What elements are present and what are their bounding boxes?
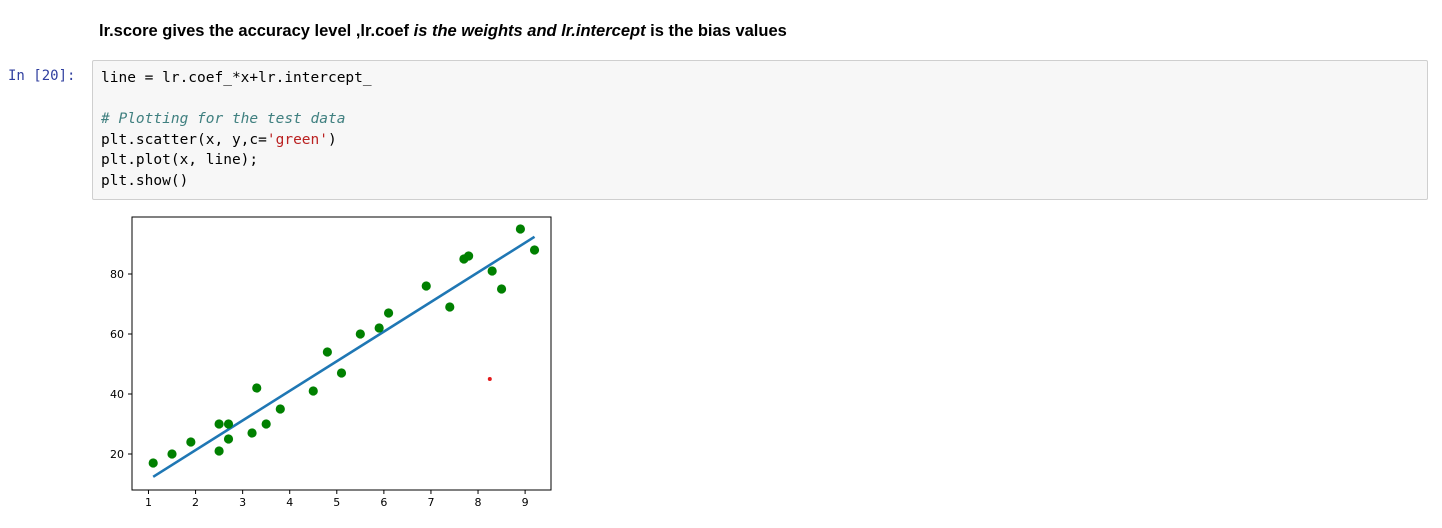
code-line-plot: plt.plot(x, line); [101, 152, 259, 169]
scatter-point-6 [223, 419, 234, 429]
scatter-point-17 [421, 281, 431, 291]
scatter-point-3 [214, 446, 224, 456]
markdown-bold-part-2: is the bias values [645, 22, 787, 40]
scatter-point-11 [308, 386, 318, 396]
code-editor[interactable]: line = lr.coef_*x+lr.intercept_ # Plotti… [101, 68, 372, 192]
y-tick-label-1: 40 [110, 388, 124, 401]
y-tick-label-0: 20 [110, 448, 124, 461]
scatter-point-8 [252, 383, 262, 393]
code-line-show: plt.show() [101, 172, 189, 189]
x-tick-label-4: 5 [333, 496, 340, 509]
scatter-point-21 [487, 266, 497, 276]
y-tick-label-2: 60 [110, 328, 124, 341]
scatter-point-24 [529, 245, 540, 255]
scatter-point-10 [275, 404, 285, 414]
scatter-point-4 [214, 419, 224, 429]
scatter-point-12 [322, 347, 332, 357]
red-marker-point [487, 377, 492, 381]
cell-output: 1 2 3 4 5 6 7 8 9 20 40 60 80 [92, 208, 572, 523]
code-token-call: plt.scatter(x, y,c= [101, 131, 267, 148]
y-tick-label-3: 80 [110, 268, 124, 281]
scatter-point-9 [261, 419, 271, 429]
scatter-point-2 [186, 437, 196, 447]
scatter-point-1 [167, 449, 177, 459]
code-line-blank [101, 89, 372, 110]
scatter-point-15 [374, 323, 384, 333]
scatter-point-0 [148, 458, 158, 468]
x-tick-label-6: 7 [427, 496, 434, 509]
plot-frame [131, 216, 552, 491]
input-prompt: In [20]: [8, 68, 76, 84]
code-line-comment: # Plotting for the test data [101, 111, 346, 128]
scatter-plot: 1 2 3 4 5 6 7 8 9 20 40 60 80 [110, 216, 552, 509]
markdown-italic-part: is the weights and lr.intercept [413, 22, 646, 40]
scatter-point-20 [464, 251, 474, 261]
x-tick-label-7: 8 [475, 496, 482, 509]
markdown-bold-part-1: lr.score gives the accuracy level ,lr.co… [99, 22, 414, 40]
code-cell-input[interactable]: line = lr.coef_*x+lr.intercept_ # Plotti… [92, 60, 1428, 200]
scatter-point-7 [247, 428, 257, 438]
x-tick-label-1: 2 [192, 496, 199, 509]
scatter-point-13 [336, 368, 347, 378]
x-tick-label-8: 9 [522, 496, 529, 509]
x-tick-label-5: 6 [380, 496, 387, 509]
x-tick-label-3: 4 [286, 496, 293, 509]
scatter-point-5 [223, 434, 234, 444]
scatter-point-18 [445, 302, 455, 312]
scatter-point-16 [383, 308, 394, 318]
scatter-point-22 [496, 284, 507, 294]
markdown-text: lr.score gives the accuracy level ,lr.co… [99, 22, 787, 41]
regression-line [152, 235, 536, 478]
x-tick-label-0: 1 [145, 496, 152, 509]
x-tick-label-2: 3 [239, 496, 246, 509]
scatter-point-14 [355, 329, 365, 339]
code-token-paren: ) [327, 131, 337, 148]
code-token-string: 'green' [266, 131, 328, 148]
code-line-scatter: plt.scatter(x, y,c='green') [101, 130, 372, 151]
scatter-point-23 [515, 224, 525, 234]
code-line-1: line = lr.coef_*x+lr.intercept_ [101, 70, 372, 86]
